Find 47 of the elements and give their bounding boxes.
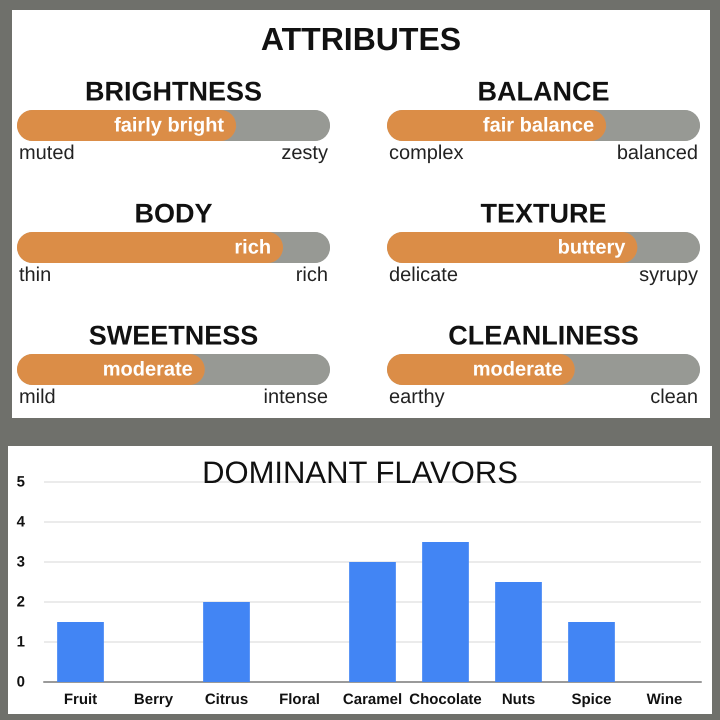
x-tick-label: Caramel (342, 691, 402, 708)
bar (349, 562, 396, 682)
text: rich (296, 264, 328, 286)
chart-title: CLEANLINESS (448, 320, 639, 350)
x-tick-label: Nuts (502, 691, 536, 708)
x-tick-label: Wine (646, 691, 682, 708)
chart-title: BALANCE (478, 76, 610, 106)
text: intense (264, 386, 328, 408)
bar (57, 622, 104, 682)
annotation: moderate (472, 358, 563, 380)
annotation: buttery (558, 236, 626, 258)
y-tick-label: 0 (16, 674, 25, 690)
x-tick-label: Floral (279, 691, 320, 708)
text: earthy (389, 386, 445, 408)
x-tick-label: Citrus (204, 691, 248, 708)
text: balanced (616, 142, 698, 164)
text: ATTRIBUTES (260, 21, 462, 57)
annotation: fairly bright (114, 114, 224, 136)
chart-title: BRIGHTNESS (84, 76, 262, 106)
chart-title: DOMINANT FLAVORS (202, 455, 518, 490)
chart-title: BODY (134, 198, 213, 228)
y-tick-label: 2 (16, 594, 25, 610)
text: complex (389, 142, 464, 164)
y-tick-label: 1 (16, 634, 25, 650)
bar (422, 542, 469, 682)
text: syrupy (639, 264, 698, 286)
bar (495, 582, 542, 682)
chart-title: SWEETNESS (88, 320, 258, 350)
chart-title: TEXTURE (480, 198, 607, 228)
text: zesty (281, 142, 328, 164)
text: mild (19, 386, 56, 408)
annotation: rich (234, 236, 272, 258)
x-tick-label: Chocolate (409, 691, 482, 708)
x-tick-label: Fruit (64, 691, 98, 708)
bar (568, 622, 615, 682)
annotation: moderate (102, 358, 193, 380)
y-tick-label: 3 (16, 554, 25, 570)
text: thin (19, 264, 52, 286)
bar (203, 602, 250, 682)
x-tick-label: Spice (571, 691, 612, 708)
text: muted (19, 142, 75, 164)
text: clean (650, 386, 698, 408)
x-tick-label: Berry (134, 691, 174, 708)
y-tick-label: 4 (16, 514, 26, 530)
annotation: fair balance (482, 114, 594, 136)
text: delicate (389, 264, 458, 286)
y-tick-label: 5 (16, 474, 25, 490)
